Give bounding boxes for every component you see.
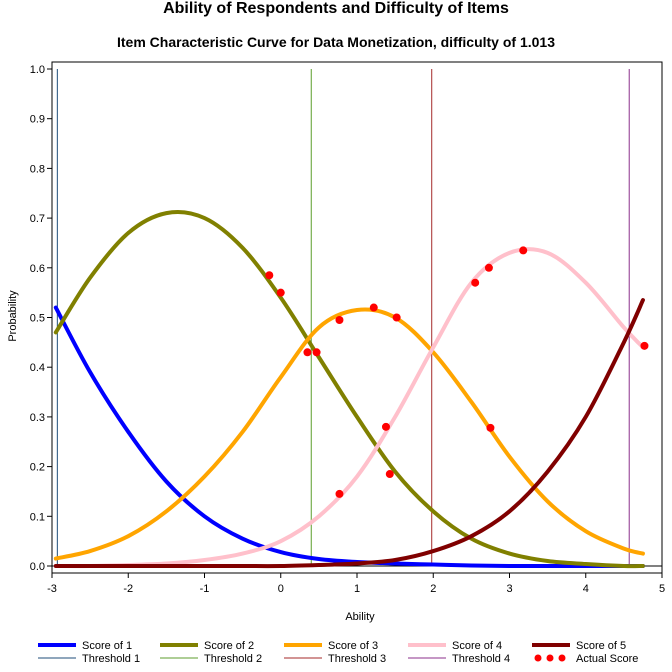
legend-label: Threshold 3 — [328, 653, 386, 665]
actual-score-point — [265, 271, 274, 280]
legend-label: Score of 5 — [576, 640, 626, 652]
actual-score-point — [486, 423, 495, 432]
x-tick-label: 5 — [659, 583, 665, 595]
y-axis-title: Probability — [7, 290, 19, 342]
legend-swatch-actual-score — [534, 654, 542, 662]
actual-score-point — [519, 246, 528, 255]
actual-score-point — [392, 313, 401, 322]
actual-score-point — [303, 348, 312, 357]
y-tick-label: 0.5 — [30, 313, 45, 325]
legend-label: Threshold 4 — [452, 653, 510, 665]
actual-score-point — [471, 278, 480, 287]
legend-label: Score of 3 — [328, 640, 378, 652]
axes: 0.0 0.1 0.2 0.3 0.4 0.5 0.6 0.7 0.8 0.9 1.0 -3 -2 -1 0… — [30, 61, 665, 595]
legend-label: Score of 1 — [82, 640, 132, 652]
actual-score-point — [335, 489, 344, 498]
threshold-lines — [56, 69, 630, 566]
y-tick-label: 0.6 — [30, 263, 45, 275]
series-lines — [53, 210, 645, 569]
chart-title: Ability of Respondents and Difficulty of… — [163, 0, 509, 17]
x-tick-label: 3 — [506, 583, 512, 595]
y-tick-label: 0.4 — [30, 362, 45, 374]
legend-swatch-actual-score — [558, 654, 566, 662]
legend-swatch-actual-score — [546, 654, 554, 662]
x-tick-label: -2 — [123, 583, 133, 595]
x-tick-label: 4 — [583, 583, 589, 595]
chart-subtitle: Item Characteristic Curve for Data Monet… — [117, 34, 555, 50]
y-tick-label: 0.3 — [30, 412, 45, 424]
y-tick-label: 0.9 — [30, 114, 45, 126]
actual-score-point — [381, 422, 390, 431]
y-tick-label: 0.2 — [30, 462, 45, 474]
plot-frame — [51, 61, 663, 574]
actual-score-points — [265, 246, 649, 498]
y-tick-label: 0.7 — [30, 213, 45, 225]
y-tick-label: 0.0 — [30, 561, 45, 573]
actual-score-point — [484, 263, 493, 272]
x-axis-title: Ability — [345, 611, 375, 623]
actual-score-point — [276, 288, 285, 297]
actual-score-point — [312, 348, 321, 357]
x-tick-label: -1 — [200, 583, 210, 595]
series-line-score-5 — [53, 298, 645, 569]
y-tick-label: 0.8 — [30, 163, 45, 175]
series-line-score-3 — [53, 307, 645, 561]
legend-label: Threshold 1 — [82, 653, 140, 665]
series-line-score-4 — [53, 247, 645, 569]
x-tick-label: -3 — [47, 583, 57, 595]
x-tick-label: 2 — [430, 583, 436, 595]
x-tick-label: 1 — [354, 583, 360, 595]
legend: Score of 1 Score of 2 Score of 3 Score of 4… — [38, 640, 638, 665]
actual-score-point — [385, 470, 394, 479]
actual-score-point — [335, 315, 344, 324]
legend-label: Score of 2 — [204, 640, 254, 652]
y-tick-label: 0.1 — [30, 511, 45, 523]
actual-score-point — [640, 341, 649, 350]
x-tick-label: 0 — [278, 583, 284, 595]
legend-label: Threshold 2 — [204, 653, 262, 665]
actual-score-point — [369, 303, 378, 312]
y-tick-label: 1.0 — [30, 64, 45, 76]
legend-label: Score of 4 — [452, 640, 502, 652]
legend-label: Actual Score — [576, 653, 638, 665]
series-line-score-2 — [53, 210, 645, 569]
